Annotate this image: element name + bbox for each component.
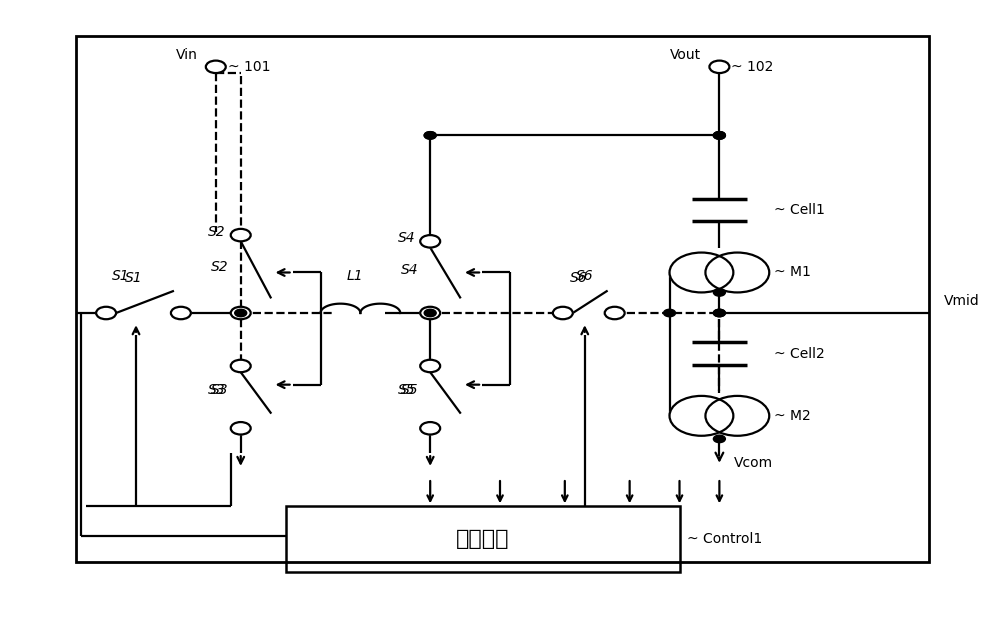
Circle shape [96,307,116,319]
Text: S2: S2 [211,260,229,274]
Circle shape [231,360,251,372]
Text: ~ Cell1: ~ Cell1 [774,203,825,217]
Text: ~ M1: ~ M1 [774,265,811,279]
Text: ~ 101: ~ 101 [228,60,270,74]
Circle shape [713,289,725,296]
Text: S6: S6 [576,269,594,283]
Circle shape [206,61,226,73]
Text: 控制电路: 控制电路 [456,529,509,549]
Circle shape [664,309,676,317]
Circle shape [713,131,725,139]
Text: Vmid: Vmid [944,294,980,308]
Circle shape [709,61,729,73]
Text: S4: S4 [401,263,418,277]
Circle shape [553,307,573,319]
Text: ~ Control1: ~ Control1 [687,532,763,546]
Text: Vin: Vin [176,48,198,62]
Circle shape [231,307,251,319]
Text: S5: S5 [401,382,418,397]
Circle shape [424,131,436,139]
Circle shape [713,309,725,317]
Circle shape [713,131,725,139]
Circle shape [420,235,440,247]
Circle shape [424,131,436,139]
Text: S2: S2 [208,225,226,239]
Ellipse shape [705,396,769,436]
Text: S4: S4 [398,231,415,245]
Text: S1: S1 [125,271,142,285]
Circle shape [235,309,247,317]
Ellipse shape [705,252,769,292]
Text: Vout: Vout [670,48,701,62]
Ellipse shape [670,252,733,292]
Ellipse shape [670,396,733,436]
Text: ~ 102: ~ 102 [731,60,774,74]
Circle shape [420,422,440,434]
Text: ~ M2: ~ M2 [774,409,811,423]
Circle shape [171,307,191,319]
Text: S3: S3 [211,382,229,397]
Bar [76,36,929,562]
Circle shape [231,229,251,242]
Text: S5: S5 [398,382,415,397]
Circle shape [713,131,725,139]
Text: ~ Cell2: ~ Cell2 [774,347,825,361]
Circle shape [231,422,251,434]
Circle shape [420,360,440,372]
Circle shape [420,307,440,319]
Text: S3: S3 [208,382,226,397]
Text: S1: S1 [112,269,130,283]
Text: Vcom: Vcom [734,456,773,470]
Text: S6: S6 [570,271,588,285]
Circle shape [424,309,436,317]
Text: L1: L1 [347,269,364,283]
Bar [286,506,680,572]
Circle shape [713,435,725,443]
Circle shape [713,309,725,317]
Circle shape [605,307,625,319]
